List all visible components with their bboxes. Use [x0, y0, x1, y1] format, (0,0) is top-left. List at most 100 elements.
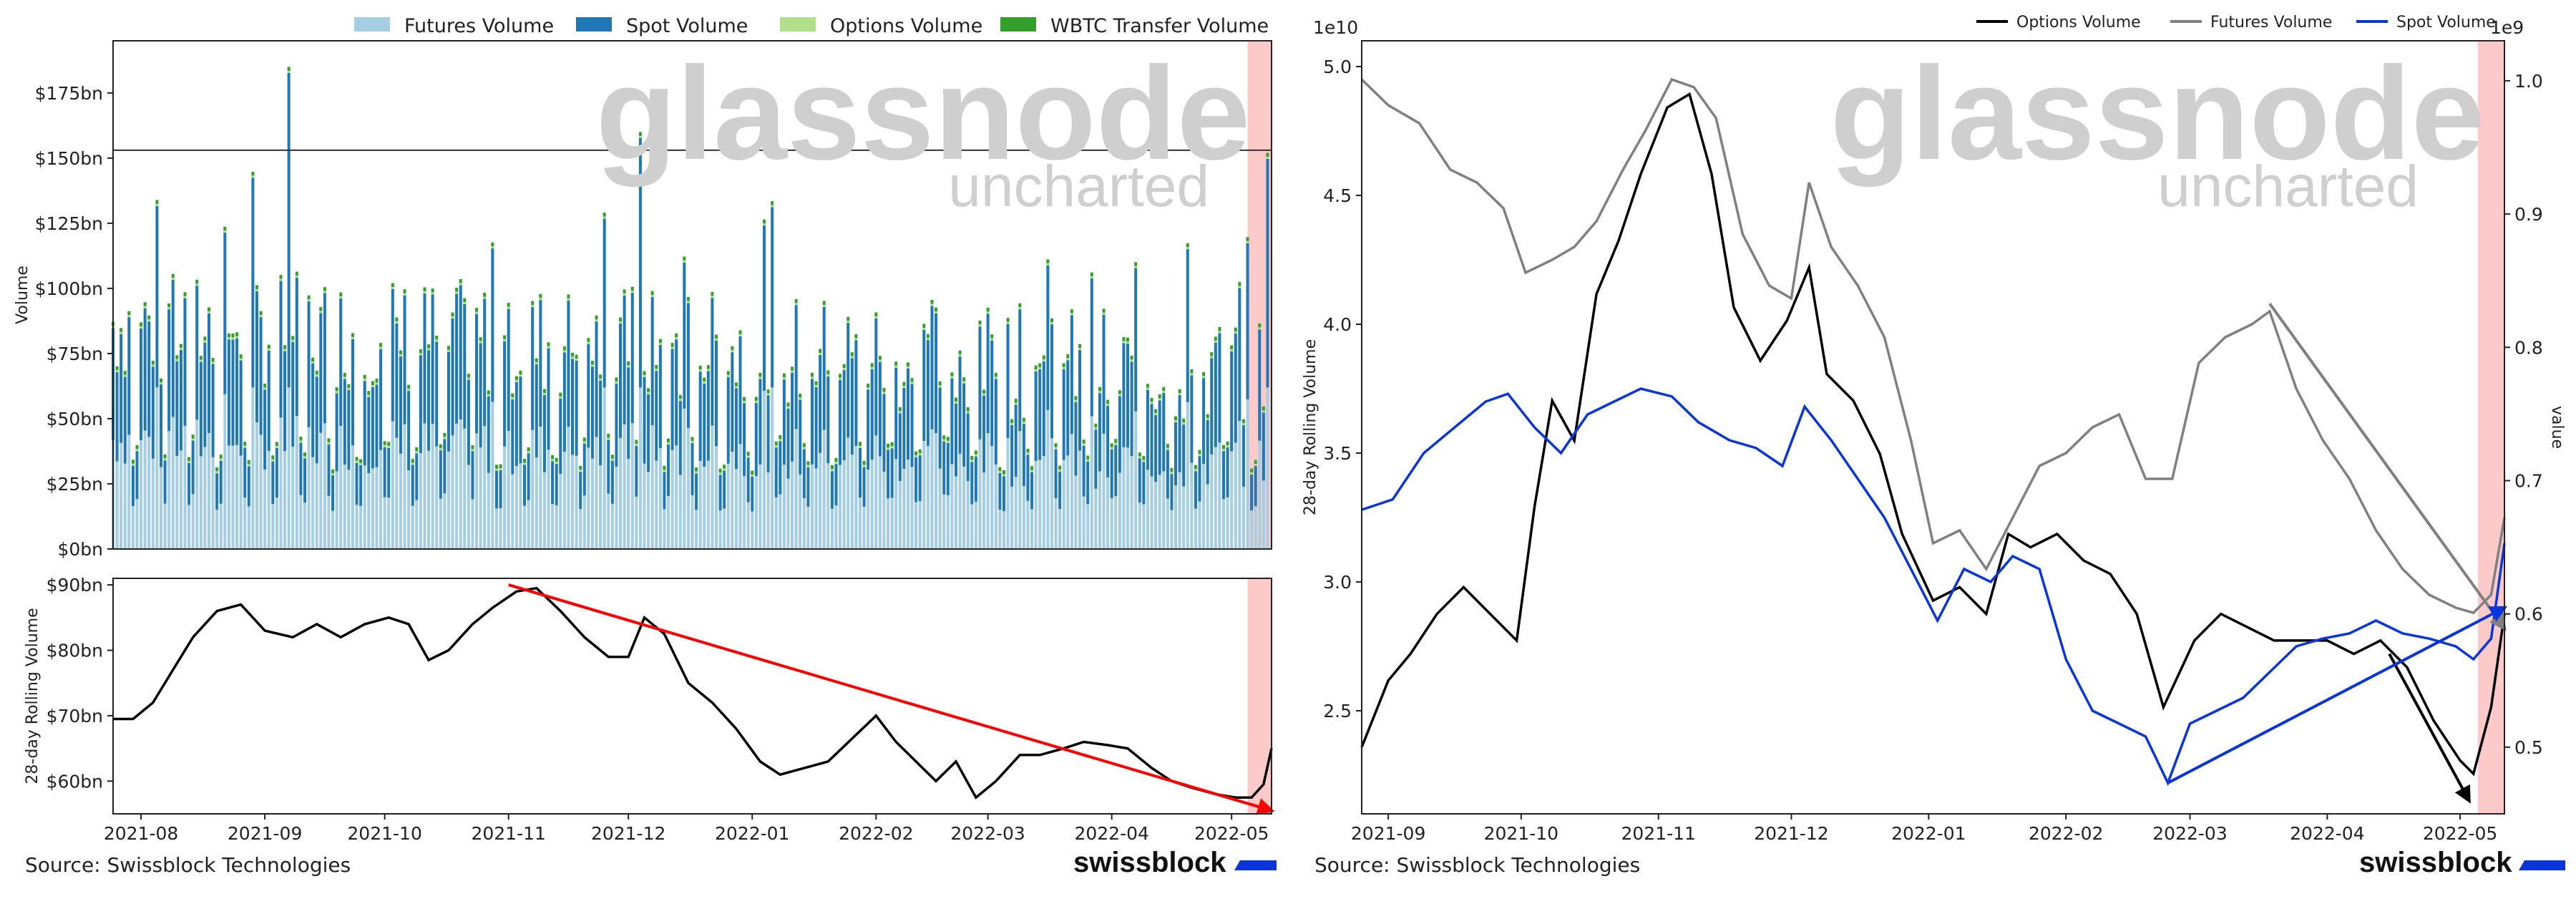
- bar-futures-volume-2022-03-06: [1006, 438, 1010, 549]
- bar-options-volume-2021-09-20: [339, 296, 343, 298]
- bar-options-volume-2021-08-30: [255, 288, 258, 291]
- bar-options-volume-2021-08-01: [140, 326, 143, 329]
- y-tick-label: 2.5: [1323, 701, 1352, 721]
- bar-wbtc-transfer-volume-2021-08-29: [251, 171, 255, 176]
- bar-futures-volume-2021-11-27: [610, 503, 614, 549]
- bar-wbtc-transfer-volume-2022-04-08: [1138, 452, 1141, 457]
- bar-futures-volume-2021-12-11: [666, 495, 670, 549]
- bar-futures-volume-2021-09-11: [303, 502, 306, 549]
- bar-wbtc-transfer-volume-2022-03-07: [1010, 419, 1014, 424]
- bar-wbtc-transfer-volume-2021-09-14: [315, 370, 318, 375]
- bar-wbtc-transfer-volume-2021-10-16: [443, 432, 447, 437]
- bar-spot-volume-2022-01-07: [774, 447, 778, 497]
- bar-futures-volume-2021-10-11: [423, 423, 426, 549]
- bar-spot-volume-2022-03-02: [990, 340, 994, 447]
- bar-wbtc-transfer-volume-2021-08-27: [243, 442, 247, 446]
- bar-spot-volume-2022-03-21: [1066, 360, 1070, 456]
- bar-wbtc-transfer-volume-2022-04-17: [1174, 416, 1178, 421]
- bar-options-volume-2022-03-06: [1006, 321, 1010, 324]
- bar-options-volume-2022-03-12: [1030, 470, 1034, 472]
- bar-options-volume-2021-11-28: [615, 381, 618, 384]
- y-right-tick-label: 0.6: [2514, 604, 2543, 625]
- bar-options-volume-2021-09-29: [375, 382, 379, 385]
- legend-label: Futures Volume: [2210, 14, 2332, 31]
- bar-options-volume-2022-01-12: [794, 303, 798, 306]
- bar-wbtc-transfer-volume-2022-02-20: [950, 372, 954, 376]
- bar-options-volume-2021-11-02: [511, 397, 514, 400]
- bar-options-volume-2021-11-01: [507, 306, 510, 309]
- bar-options-volume-2021-12-17: [691, 441, 694, 443]
- bar-wbtc-transfer-volume-2021-08-18: [207, 307, 210, 311]
- bar-wbtc-transfer-volume-2021-09-16: [323, 287, 326, 291]
- bar-futures-volume-2022-04-21: [1190, 462, 1194, 549]
- watermark-uncharted: uncharted: [2157, 154, 2419, 219]
- bar-spot-volume-2021-10-06: [403, 295, 406, 424]
- bar-futures-volume-2021-10-03: [391, 421, 394, 549]
- bar-spot-volume-2021-10-07: [407, 391, 411, 470]
- bar-options-volume-2021-11-15: [562, 350, 566, 353]
- bar-futures-volume-2021-10-27: [487, 472, 490, 549]
- bar-wbtc-transfer-volume-2021-11-10: [542, 389, 546, 393]
- x-tick-label: 2021-12: [591, 823, 665, 844]
- bar-futures-volume-2021-11-28: [615, 467, 618, 549]
- bar-wbtc-transfer-volume-2021-08-21: [219, 455, 223, 459]
- bar-futures-volume-2022-02-26: [974, 501, 977, 549]
- bar-spot-volume-2022-01-06: [771, 207, 774, 388]
- bar-options-volume-2021-08-11: [179, 347, 182, 350]
- bar-wbtc-transfer-volume-2021-12-23: [714, 334, 718, 339]
- bar-futures-volume-2021-08-02: [143, 430, 147, 549]
- bar-futures-volume-2021-11-07: [531, 429, 535, 549]
- bar-wbtc-transfer-volume-2021-11-15: [562, 346, 566, 351]
- bar-options-volume-2021-11-25: [602, 216, 606, 219]
- bar-futures-volume-2021-08-08: [167, 431, 171, 549]
- bar-options-volume-2021-09-30: [379, 346, 383, 349]
- bar-options-volume-2021-10-15: [439, 448, 442, 451]
- series-options-volume: [1360, 92, 2506, 777]
- bar-options-volume-2021-10-11: [423, 291, 426, 293]
- bar-options-volume-2021-10-03: [391, 286, 394, 289]
- bar-options-volume-2021-12-06: [647, 392, 650, 394]
- bar-options-volume-2021-09-24: [355, 460, 358, 463]
- legend-swatch: [780, 17, 816, 31]
- bar-options-volume-2021-10-19: [455, 291, 459, 294]
- bar-wbtc-transfer-volume-2022-01-06: [771, 201, 774, 205]
- bar-spot-volume-2021-09-28: [371, 387, 374, 469]
- bar-futures-volume-2022-02-06: [894, 459, 898, 549]
- bar-wbtc-transfer-volume-2021-08-11: [179, 344, 182, 348]
- bar-wbtc-transfer-volume-2022-04-19: [1182, 418, 1186, 423]
- bar-options-volume-2022-02-13: [922, 327, 926, 330]
- bar-spot-volume-2022-02-18: [942, 441, 946, 495]
- bar-futures-volume-2021-08-07: [163, 503, 167, 549]
- bar-futures-volume-2022-02-13: [922, 441, 926, 549]
- bar-wbtc-transfer-volume-2021-08-14: [191, 434, 195, 439]
- bar-futures-volume-2021-12-19: [698, 461, 702, 549]
- bar-futures-volume-2022-04-14: [1162, 471, 1166, 549]
- bar-options-volume-2021-08-26: [239, 358, 243, 361]
- bar-futures-volume-2022-03-31: [1106, 477, 1110, 549]
- bar-wbtc-transfer-volume-2021-08-30: [255, 285, 258, 289]
- bar-wbtc-transfer-volume-2021-11-14: [559, 392, 562, 397]
- bar-wbtc-transfer-volume-2021-10-02: [387, 442, 391, 446]
- bar-options-volume-2022-01-05: [766, 393, 770, 396]
- bar-options-volume-2022-02-22: [958, 354, 962, 357]
- bar-spot-volume-2021-08-02: [143, 308, 147, 431]
- bar-options-volume-2021-11-05: [523, 462, 527, 465]
- y-tick-label: $90bn: [47, 575, 103, 596]
- bar-options-volume-2022-03-01: [986, 311, 990, 314]
- bar-futures-volume-2021-09-05: [279, 417, 283, 549]
- y-tick-label: 4.0: [1323, 314, 1352, 335]
- bar-futures-volume-2022-03-21: [1066, 455, 1070, 549]
- bar-spot-volume-2022-03-16: [1046, 265, 1050, 410]
- bar-spot-volume-2021-11-21: [587, 344, 590, 448]
- bar-futures-volume-2021-09-10: [299, 495, 303, 549]
- bar-futures-volume-2021-11-10: [542, 472, 546, 549]
- bar-wbtc-transfer-volume-2021-12-25: [723, 465, 726, 469]
- bar-wbtc-transfer-volume-2022-02-17: [938, 381, 942, 386]
- bar-options-volume-2021-12-22: [711, 296, 714, 298]
- bar-spot-volume-2021-08-14: [191, 440, 195, 495]
- bar-wbtc-transfer-volume-2022-04-15: [1166, 444, 1169, 448]
- bar-futures-volume-2021-09-08: [291, 447, 295, 549]
- bar-options-volume-2021-09-06: [283, 349, 287, 351]
- bar-options-volume-2021-10-09: [415, 451, 419, 454]
- bar-futures-volume-2021-08-23: [227, 445, 230, 549]
